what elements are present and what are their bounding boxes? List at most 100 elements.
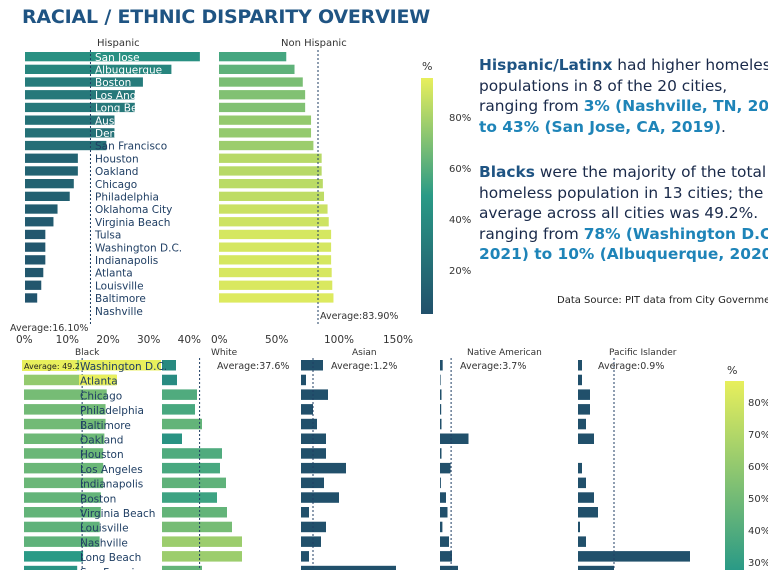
bar-native-american: [440, 565, 458, 570]
average-label-native-american: Average:3.7%: [460, 361, 526, 372]
non-hispanic-bar: [219, 64, 295, 74]
bar-white: [162, 462, 220, 474]
bar-asian: [301, 418, 317, 430]
non-hispanic-bar: [219, 191, 325, 201]
bottom-city-label-boston: Boston: [80, 493, 116, 505]
city-label-denver: Denver: [95, 128, 134, 140]
panel-title-asian: Asian: [352, 348, 377, 358]
non-hispanic-tick: 150%: [383, 334, 413, 346]
hispanic-bar: [25, 128, 115, 138]
city-label-philadelphia: Philadelphia: [95, 192, 159, 204]
non-hispanic-bar: [219, 115, 312, 125]
bar-native-american: [440, 507, 448, 518]
bar-pacific-islander: [578, 433, 594, 444]
bottom-city-label-long-beach: Long Beach: [80, 552, 141, 564]
non-hispanic-bar: [219, 229, 332, 240]
bar-pacific-islander: [578, 418, 586, 430]
hispanic-summary: Hispanic/Latinx had higher homeless popu…: [479, 56, 768, 136]
bottom-city-label-atlanta: Atlanta: [80, 376, 118, 388]
city-label-san-jose: San Jose: [95, 52, 140, 64]
legend-title: %: [422, 60, 432, 73]
hispanic-tick: 20%: [96, 334, 119, 346]
hispanic-bar: [25, 293, 38, 303]
legend-gradient: [421, 78, 433, 314]
bar-asian: [301, 565, 396, 570]
hispanic-bar: [25, 90, 135, 100]
bar-asian: [301, 374, 306, 386]
bottom-legend-tick: 30%: [748, 558, 768, 569]
bottom-legend-title: %: [727, 364, 737, 377]
bar-asian: [301, 404, 313, 415]
bar-white: [162, 448, 222, 459]
bottom-city-label-baltimore: Baltimore: [80, 420, 131, 432]
hispanic-average-label: Average:16.10%: [10, 323, 88, 334]
bar-black: [24, 462, 104, 474]
non-hispanic-bar: [219, 242, 332, 252]
bar-native-american: [440, 477, 441, 489]
non-hispanic-bar: [219, 128, 312, 138]
bar-asian: [301, 360, 323, 371]
hispanic-bar: [25, 166, 78, 176]
non-hispanic-bar: [219, 280, 333, 290]
bar-native-american: [440, 360, 443, 371]
bottom-legend-tick: 40%: [748, 526, 768, 537]
bar-white: [162, 521, 232, 533]
hispanic-tick: 10%: [56, 334, 79, 346]
panel-title-white: White: [211, 348, 238, 358]
non-hispanic-bar: [219, 140, 314, 151]
non-hispanic-bar: [219, 179, 323, 189]
bar-native-american: [440, 521, 443, 533]
bar-white: [162, 418, 202, 430]
hispanic-bar: [25, 153, 78, 163]
bar-black: [24, 507, 101, 518]
non-hispanic-bar: [219, 267, 332, 278]
non-hispanic-tick: 50%: [265, 334, 288, 346]
bar-white: [162, 477, 226, 489]
non-hispanic-bar: [219, 166, 322, 176]
bar-native-american: [440, 418, 442, 430]
bar-native-american: [440, 462, 451, 474]
bottom-legend-tick: 80%: [748, 398, 768, 409]
non-hispanic-bar: [219, 52, 287, 62]
non-hispanic-bar: [219, 102, 306, 113]
bar-asian: [301, 448, 326, 459]
non-hispanic-bar: [219, 217, 329, 227]
bar-white: [162, 389, 197, 400]
bar-asian: [301, 507, 309, 518]
city-label-chicago: Chicago: [95, 179, 137, 191]
bottom-city-label-los-angeles: Los Angeles: [80, 464, 143, 476]
non-hispanic-bar: [219, 77, 303, 87]
bar-black: [24, 492, 101, 503]
city-label-albuquerque: Albuquerque: [95, 65, 162, 77]
hispanic-bar: [25, 242, 46, 252]
bar-black: [24, 551, 84, 562]
hispanic-bar: [25, 77, 143, 87]
bar-white: [162, 404, 195, 415]
city-label-tulsa: Tulsa: [94, 230, 121, 242]
bottom-legend-tick: 70%: [748, 430, 768, 441]
non-hispanic-bar: [219, 293, 334, 303]
hispanic-bar: [25, 204, 58, 214]
bar-black: [24, 404, 106, 415]
hispanic-bar: [25, 217, 54, 227]
non-hispanic-bar: [219, 90, 306, 100]
hispanic-tick: 40%: [178, 334, 201, 346]
city-label-indianapolis: Indianapolis: [95, 255, 158, 267]
legend-tick: 60%: [449, 164, 471, 175]
bar-asian: [301, 389, 328, 400]
average-label-asian: Average:1.2%: [331, 361, 397, 372]
bar-white: [162, 565, 202, 570]
bar-pacific-islander: [578, 507, 598, 518]
average-label-white: Average:37.6%: [217, 361, 289, 372]
hispanic-bar: [25, 280, 42, 290]
hispanic-bar: [25, 255, 46, 265]
city-highlight-atlanta: [79, 374, 117, 386]
black-average-badge: [22, 360, 77, 371]
bottom-city-label-washington-d-c-: Washington D.C.: [80, 361, 167, 373]
bar-asian: [301, 492, 339, 503]
bar-pacific-islander: [578, 360, 582, 371]
legend-tick: 40%: [449, 215, 471, 226]
bar-asian: [301, 551, 309, 562]
city-label-oakland: Oakland: [95, 166, 138, 178]
